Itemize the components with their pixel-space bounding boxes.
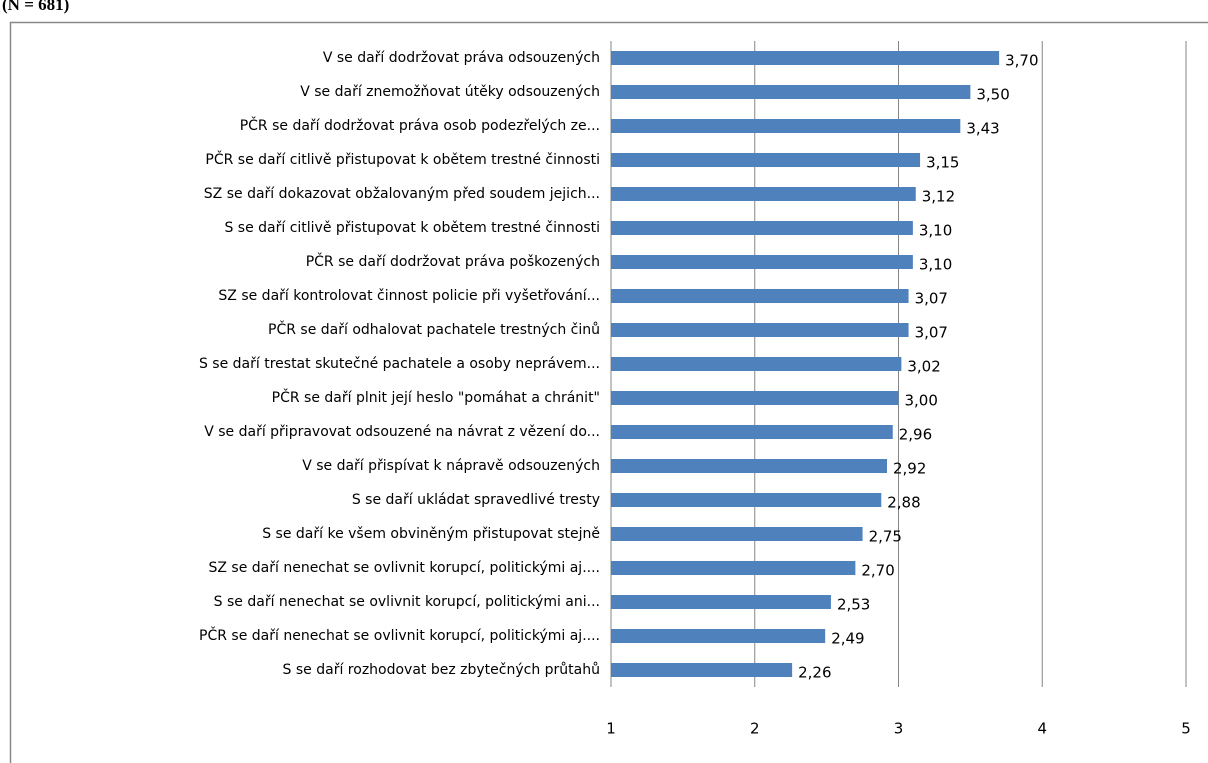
value-label: 2,92 [893,460,926,478]
bar [611,561,856,575]
bar [611,289,909,303]
value-label: 2,26 [798,664,831,682]
value-label: 2,88 [887,494,920,512]
y-tick-label: S se daří ke všem obviněným přistupovat … [262,526,600,542]
x-tick-label: 3 [894,720,904,738]
bar [611,255,913,269]
bar [611,629,826,643]
bar [611,391,899,405]
bar [611,119,961,133]
bar [611,425,893,439]
value-label: 3,10 [919,222,952,240]
y-tick-label: S se daří trestat skutečné pachatele a o… [199,356,600,372]
y-tick-label: S se daří ukládat spravedlivé tresty [352,492,600,508]
bar [611,663,793,677]
value-label: 2,70 [861,562,894,580]
x-tick-label: 4 [1037,720,1047,738]
y-tick-label: S se daří nenechat se ovlivnit korupcí, … [214,594,600,610]
y-tick-label: SZ se daří dokazovat obžalovaným před so… [204,186,600,202]
bar [611,357,902,371]
x-tick-label: 2 [750,720,760,738]
bar [611,459,887,473]
value-label: 2,53 [837,596,870,614]
chart-title: (N = 681) [2,0,69,14]
x-tick-label: 1 [606,720,616,738]
y-tick-label: V se daří dodržovat práva odsouzených [323,50,600,66]
chart-frame [9,21,1208,763]
bar [611,221,913,235]
y-tick-label: PČR se daří odhalovat pachatele trestnýc… [268,320,600,338]
y-tick-label: PČR se daří citlivě přistupovat k obětem… [205,150,600,168]
y-tick-label: V se daří připravovat odsouzené na návra… [204,424,600,440]
y-tick-label: PČR se daří dodržovat práva poškozených [306,252,600,270]
value-label: 3,10 [919,256,952,274]
y-tick-label: PČR se daří dodržovat práva osob podezře… [240,116,600,134]
value-label: 3,00 [905,392,938,410]
y-tick-label: V se daří znemožňovat útěky odsouzených [300,84,600,100]
y-tick-label: S se daří citlivě přistupovat k obětem t… [224,220,600,236]
bar [611,51,1000,65]
bar [611,187,916,201]
y-tick-label: SZ se daří nenechat se ovlivnit korupcí,… [208,560,600,576]
bar [611,323,909,337]
y-tick-label: S se daří rozhodovat bez zbytečných průt… [283,662,600,678]
value-label: 2,75 [869,528,902,546]
value-label: 2,49 [831,630,864,648]
y-tick-label: PČR se daří nenechat se ovlivnit korupcí… [199,626,600,644]
bar [611,85,971,99]
y-tick-label: V se daří přispívat k nápravě odsouzenýc… [302,458,600,474]
value-label: 3,50 [976,86,1009,104]
value-label: 3,70 [1005,52,1038,70]
bar [611,493,882,507]
bar [611,153,921,167]
bar [611,595,831,609]
value-label: 3,15 [926,154,959,172]
value-label: 2,96 [899,426,932,444]
y-tick-label: SZ se daří kontrolovat činnost policie p… [218,288,600,304]
value-label: 3,02 [907,358,940,376]
value-label: 3,43 [966,120,999,138]
value-label: 3,07 [915,290,948,308]
value-label: 3,07 [915,324,948,342]
bar [611,527,863,541]
value-label: 3,12 [922,188,955,206]
y-tick-label: PČR se daří plnit její heslo "pomáhat a … [272,388,600,406]
x-tick-label: 5 [1181,720,1191,738]
